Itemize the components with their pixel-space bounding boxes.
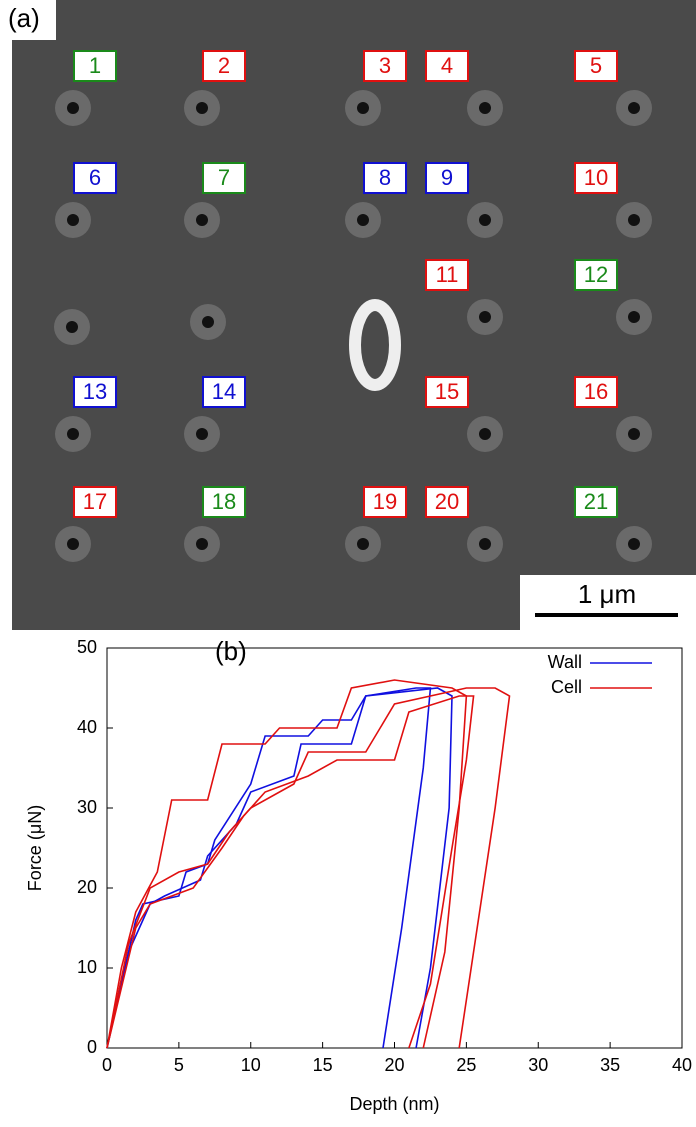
indent xyxy=(357,102,369,114)
indent xyxy=(628,538,640,550)
legend-label: Cell xyxy=(551,677,582,697)
indent xyxy=(479,428,491,440)
marker-box xyxy=(73,486,117,518)
indent xyxy=(196,538,208,550)
label-bg xyxy=(0,0,56,40)
marker-box xyxy=(202,486,246,518)
marker-label: 14 xyxy=(212,379,236,404)
indent xyxy=(67,102,79,114)
x-tick-label: 30 xyxy=(528,1055,548,1075)
marker-box xyxy=(425,486,469,518)
x-tick-label: 15 xyxy=(313,1055,333,1075)
legend-label: Wall xyxy=(548,652,582,672)
curve xyxy=(106,695,475,1049)
marker-box xyxy=(574,50,618,82)
marker-box xyxy=(425,162,469,194)
marker-box xyxy=(73,162,117,194)
scale-bar-label: 1 μm xyxy=(578,579,636,609)
marker-box xyxy=(363,162,407,194)
marker-box xyxy=(425,50,469,82)
marker-box xyxy=(574,376,618,408)
y-tick-label: 10 xyxy=(77,957,97,977)
marker-box xyxy=(73,376,117,408)
indent xyxy=(479,538,491,550)
marker-box xyxy=(363,50,407,82)
indent xyxy=(67,428,79,440)
marker-label: 5 xyxy=(590,53,602,78)
marker-label: 13 xyxy=(83,379,107,404)
indent xyxy=(628,214,640,226)
marker-box xyxy=(202,376,246,408)
marker-label: 18 xyxy=(212,489,236,514)
marker-box xyxy=(574,486,618,518)
panel-label: (b) xyxy=(215,636,247,666)
marker-label: 15 xyxy=(435,379,459,404)
indent xyxy=(479,214,491,226)
curve xyxy=(106,679,468,1049)
x-tick-label: 20 xyxy=(384,1055,404,1075)
y-tick-label: 20 xyxy=(77,877,97,897)
marker-box xyxy=(425,259,469,291)
marker-label: 12 xyxy=(584,262,608,287)
indent xyxy=(196,214,208,226)
marker-label: 7 xyxy=(218,165,230,190)
indent xyxy=(628,311,640,323)
marker-box xyxy=(363,486,407,518)
marker-box xyxy=(425,376,469,408)
marker-box xyxy=(73,50,117,82)
marker-box xyxy=(202,50,246,82)
marker-label: 3 xyxy=(379,53,391,78)
indent xyxy=(479,311,491,323)
x-tick-label: 0 xyxy=(102,1055,112,1075)
curve xyxy=(106,687,432,1049)
marker-box xyxy=(202,162,246,194)
marker-label: 1 xyxy=(89,53,101,78)
x-tick-label: 10 xyxy=(241,1055,261,1075)
indent xyxy=(479,102,491,114)
marker-label: 4 xyxy=(441,53,453,78)
marker-label: 6 xyxy=(89,165,101,190)
indent xyxy=(357,538,369,550)
marker-label: 9 xyxy=(441,165,453,190)
curve xyxy=(106,687,511,1049)
x-tick-label: 25 xyxy=(456,1055,476,1075)
marker-label: 11 xyxy=(436,262,459,287)
indent xyxy=(628,102,640,114)
marker-label: 19 xyxy=(373,489,397,514)
indent xyxy=(196,102,208,114)
x-axis-label: Depth (nm) xyxy=(349,1094,439,1114)
indent xyxy=(66,321,78,333)
marker-label: 17 xyxy=(83,489,107,514)
indent xyxy=(202,316,214,328)
plot-frame xyxy=(106,647,683,1049)
x-tick-label: 5 xyxy=(174,1055,184,1075)
x-tick-label: 40 xyxy=(672,1055,692,1075)
curve xyxy=(106,687,453,1049)
indent xyxy=(67,538,79,550)
marker-label: 21 xyxy=(584,489,608,514)
marker-label: 20 xyxy=(435,489,459,514)
y-tick-label: 0 xyxy=(87,1037,97,1057)
marker-label: 16 xyxy=(584,379,608,404)
marker-box xyxy=(574,162,618,194)
y-tick-label: 40 xyxy=(77,717,97,737)
indent xyxy=(628,428,640,440)
marker-label: 10 xyxy=(584,165,608,190)
scale-bar-bg xyxy=(520,575,696,630)
indent xyxy=(357,214,369,226)
indent xyxy=(196,428,208,440)
y-tick-label: 50 xyxy=(77,637,97,657)
y-tick-label: 30 xyxy=(77,797,97,817)
debris xyxy=(349,299,401,391)
x-tick-label: 35 xyxy=(600,1055,620,1075)
marker-box xyxy=(574,259,618,291)
panel-label: (a) xyxy=(8,3,40,33)
marker-label: 2 xyxy=(218,53,230,78)
y-axis-label: Force (μN) xyxy=(25,805,45,891)
marker-label: 8 xyxy=(379,165,391,190)
indent xyxy=(67,214,79,226)
